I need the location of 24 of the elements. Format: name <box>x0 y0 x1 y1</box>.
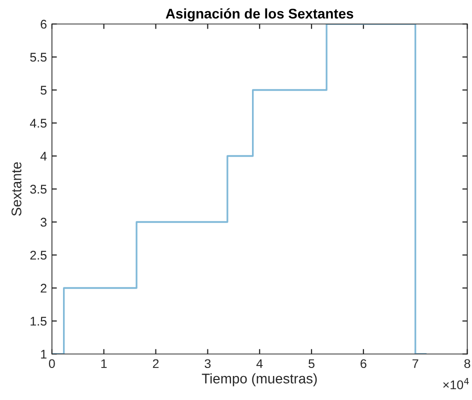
x-tick-label: 1 <box>101 359 107 368</box>
y-tick-label: 2.5 <box>30 250 47 260</box>
x-tick-label: 7 <box>412 359 418 368</box>
y-tick-label: 3.5 <box>30 184 47 194</box>
y-tick-label: 1 <box>41 350 46 359</box>
y-tick-label: 2 <box>40 284 46 293</box>
x-tick-label: 5 <box>308 359 314 368</box>
x-tick-label: 4 <box>256 359 263 368</box>
x-tick-label: 6 <box>360 359 366 368</box>
x-tick-label: 2 <box>152 359 159 368</box>
x-axis-title: Tiempo (muestras) <box>202 373 317 386</box>
y-tick-label: 3 <box>40 218 47 227</box>
y-tick-label: 1.5 <box>30 316 47 326</box>
y-tick-label: 4 <box>40 152 47 161</box>
text: ×10$^{4}$ <box>443 378 469 390</box>
y-tick-label: 4.5 <box>30 118 47 128</box>
y-tick-label: 6 <box>40 20 47 29</box>
y-tick-label: 5.5 <box>30 52 47 62</box>
y-axis-title: Sextante <box>12 162 22 216</box>
chart-title: Asignación de los Sextantes <box>166 8 354 22</box>
x-tick-label: 0 <box>48 359 55 368</box>
y-tick-label: 5 <box>40 86 47 95</box>
x-tick-label: 8 <box>464 359 470 368</box>
x-tick-label: 3 <box>204 359 211 368</box>
